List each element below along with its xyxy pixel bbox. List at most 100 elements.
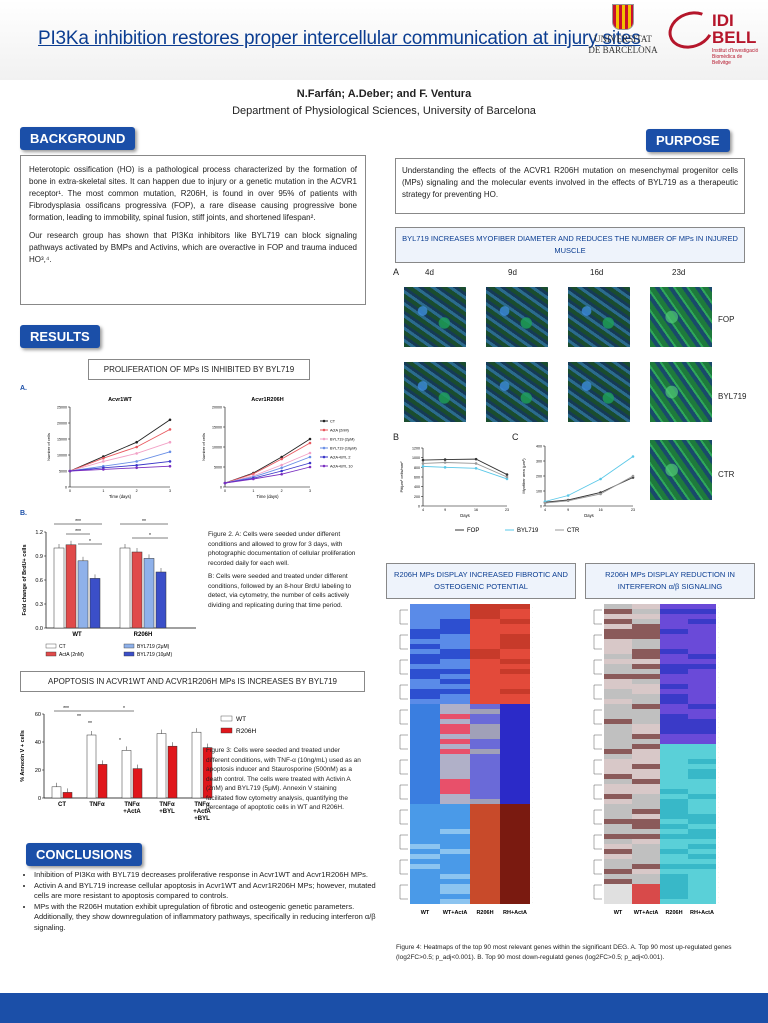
heatmap-cell <box>660 829 688 834</box>
heatmap-cell <box>500 614 530 619</box>
heatmap-cell <box>604 839 632 844</box>
heatmap-cell <box>604 764 632 769</box>
row-label-byl719: BYL719 <box>718 392 747 401</box>
heatmap-cell <box>410 744 440 749</box>
y-tick-label: 40 <box>35 740 41 746</box>
gene-label: · <box>532 661 533 664</box>
heatmap-cell <box>604 829 632 834</box>
heatmap-cell <box>604 824 632 829</box>
gene-label: · <box>532 666 533 669</box>
data-point <box>543 501 547 505</box>
gene-label: · <box>532 696 533 699</box>
department: Department of Physiological Sciences, Un… <box>232 105 536 117</box>
heatmap-cell <box>500 834 530 839</box>
heatmap-cell <box>470 759 500 764</box>
heatmap-cell <box>410 619 440 624</box>
university-shield-icon <box>612 4 634 30</box>
bar <box>156 733 167 799</box>
heatmap-cell <box>410 844 440 849</box>
conclusion-item: Inhibition of PI3Kα with BYL719 decrease… <box>34 870 382 881</box>
dendrogram-branch <box>399 784 408 800</box>
heatmap-cell <box>660 634 688 639</box>
gene-label: · <box>718 886 719 889</box>
gene-label: · <box>532 876 533 879</box>
heatmap-cell <box>440 879 470 884</box>
heatmap-cell <box>470 824 500 829</box>
heatmap-cell <box>688 649 716 654</box>
heatmap-cell <box>660 899 688 904</box>
gene-label: · <box>718 901 719 904</box>
heatmap-cell <box>500 674 530 679</box>
heatmap-cell <box>604 769 632 774</box>
heatmap-cell <box>688 614 716 619</box>
heatmap-cell <box>500 829 530 834</box>
y-tick-label: 15000 <box>212 426 222 430</box>
gene-label: · <box>718 741 719 744</box>
heatmap-cell <box>632 779 660 784</box>
heatmap-cell <box>604 729 632 734</box>
heatmap-cell <box>660 629 688 634</box>
heatmap-cell <box>604 859 632 864</box>
data-point <box>443 466 447 469</box>
significance-label: * <box>119 738 121 744</box>
dendrogram-branch <box>593 634 602 650</box>
heatmap-cell <box>660 659 688 664</box>
heatmap-cell <box>440 719 470 724</box>
y-tick-label: 1000 <box>412 456 420 460</box>
heatmap-cell <box>660 749 688 754</box>
data-point <box>474 462 478 465</box>
y-tick-label: 10000 <box>57 454 67 458</box>
heatmap-cell <box>632 819 660 824</box>
heatmap-cell <box>470 724 500 729</box>
gene-label: · <box>532 711 533 714</box>
heatmap-cell <box>632 624 660 629</box>
data-point <box>280 466 283 470</box>
x-tick-label: 1 <box>102 489 104 493</box>
gene-label: · <box>718 661 719 664</box>
y-tick-label: 800 <box>414 466 420 470</box>
gene-label: · <box>532 756 533 759</box>
heatmap-cell <box>500 699 530 704</box>
heatmap-cell <box>688 839 716 844</box>
x-tick-label: 9 <box>567 508 569 512</box>
heatmap-cell <box>688 709 716 714</box>
heatmap-cell <box>688 714 716 719</box>
heatmap-cell <box>440 764 470 769</box>
heatmap-cell <box>688 664 716 669</box>
heatmap-cell <box>604 714 632 719</box>
significance-label: * <box>89 539 91 545</box>
heatmap-cell <box>688 829 716 834</box>
fibrotic-title: R206H MPs DISPLAY INCREASED FIBROTIC AND… <box>386 563 576 599</box>
heatmap-cell <box>440 729 470 734</box>
legend-label: BYL719 (10μM) <box>137 652 172 658</box>
data-point <box>280 457 283 461</box>
heatmap-cell <box>440 644 470 649</box>
heatmap-cell <box>410 894 440 899</box>
data-point <box>102 456 105 460</box>
heatmap-cell <box>660 779 688 784</box>
heatmap-cell <box>470 714 500 719</box>
data-point <box>68 469 72 473</box>
bar <box>191 731 202 799</box>
gene-label: · <box>718 666 719 669</box>
heatmap-cell <box>632 869 660 874</box>
heatmap-cell <box>660 814 688 819</box>
heatmap-cell <box>440 819 470 824</box>
heatmap-cell <box>440 769 470 774</box>
heatmap-cell <box>440 784 470 789</box>
heatmap-cell <box>604 639 632 644</box>
heatmap-cell <box>688 694 716 699</box>
data-point <box>599 492 602 496</box>
figure2-caption: Figure 2. A: Cells were seeded under dif… <box>208 530 363 610</box>
heatmap-cell <box>688 729 716 734</box>
heatmap-cell <box>604 699 632 704</box>
heatmap-cell <box>500 854 530 859</box>
legend-marker <box>322 419 326 423</box>
heatmap-cell <box>500 654 530 659</box>
heatmap-cell <box>632 639 660 644</box>
heatmap-cell <box>660 639 688 644</box>
heatmap-cell <box>500 894 530 899</box>
heatmap-cell <box>470 619 500 624</box>
gene-label: · <box>532 836 533 839</box>
heatmap-cell <box>410 664 440 669</box>
